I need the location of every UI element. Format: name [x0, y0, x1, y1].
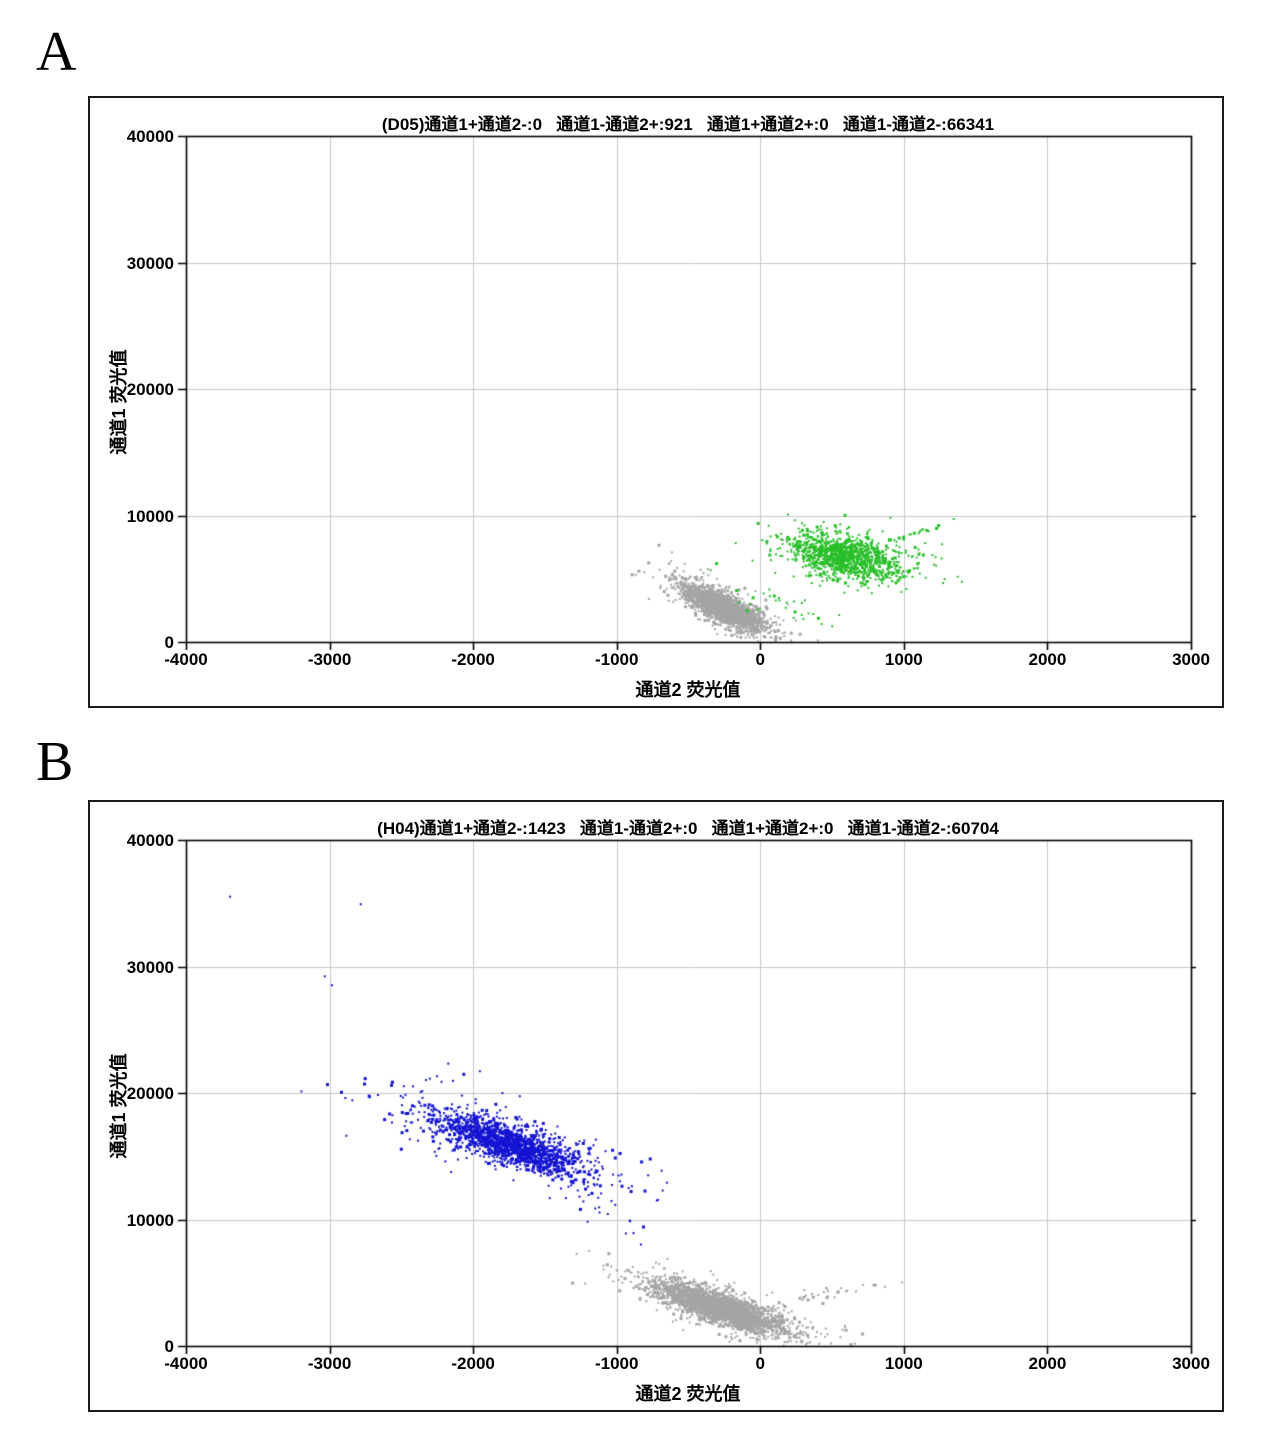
x-tick-label: 1000 [884, 1354, 923, 1373]
y-tick-label: 30000 [126, 957, 174, 977]
x-tick-label: 0 [755, 1354, 766, 1373]
scatter-canvas-a [90, 98, 1222, 706]
x-tick-label: -4000 [164, 650, 208, 669]
x-tick-label: -1000 [594, 1354, 639, 1373]
y-tick-label: 10000 [126, 506, 174, 526]
scatter-canvas-b [90, 802, 1222, 1410]
y-tick-label: 20000 [126, 1084, 174, 1103]
x-tick-label: -3000 [307, 1354, 352, 1373]
x-tick-label: 2000 [1028, 650, 1067, 669]
x-tick-label: -4000 [164, 1354, 208, 1373]
x-axis-label-b: 通道2 荧光值 [635, 1384, 741, 1404]
panel-a-label: A [36, 21, 77, 83]
x-tick-label: 1000 [884, 650, 923, 669]
x-axis-label-a: 通道2 荧光值 [635, 680, 741, 700]
panel-b-label: B [36, 731, 74, 793]
plot-title-a: (D05)通道1+通道2-:0 通道1-通道2+:921 通道1+通道2+:0 … [381, 115, 995, 134]
scatter-plot-panel-b: (H04)通道1+通道2-:1423 通道1-通道2+:0 通道1+通道2+:0… [88, 800, 1224, 1412]
x-tick-label: 2000 [1028, 1354, 1067, 1373]
y-tick-label: 10000 [126, 1210, 174, 1230]
y-tick-label: 0 [164, 1337, 174, 1356]
y-axis-label-a: 通道1 荧光值 [109, 349, 129, 455]
x-tick-label: 3000 [1172, 1354, 1210, 1373]
x-tick-label: -1000 [594, 650, 639, 669]
x-tick-label: 3000 [1172, 650, 1210, 669]
y-tick-label: 20000 [126, 380, 174, 399]
x-tick-label: -2000 [451, 1354, 495, 1373]
x-tick-label: -3000 [307, 650, 352, 669]
x-tick-label: -2000 [451, 650, 495, 669]
y-tick-label: 40000 [126, 831, 174, 850]
y-tick-label: 0 [164, 633, 174, 652]
scatter-plot-panel-a: (D05)通道1+通道2-:0 通道1-通道2+:921 通道1+通道2+:0 … [88, 96, 1224, 708]
y-axis-label-b: 通道1 荧光值 [109, 1053, 129, 1159]
plot-title-b: (H04)通道1+通道2-:1423 通道1-通道2+:0 通道1+通道2+:0… [377, 819, 999, 838]
x-tick-label: 0 [755, 650, 766, 669]
y-tick-label: 30000 [126, 253, 174, 273]
y-tick-label: 40000 [126, 127, 174, 146]
